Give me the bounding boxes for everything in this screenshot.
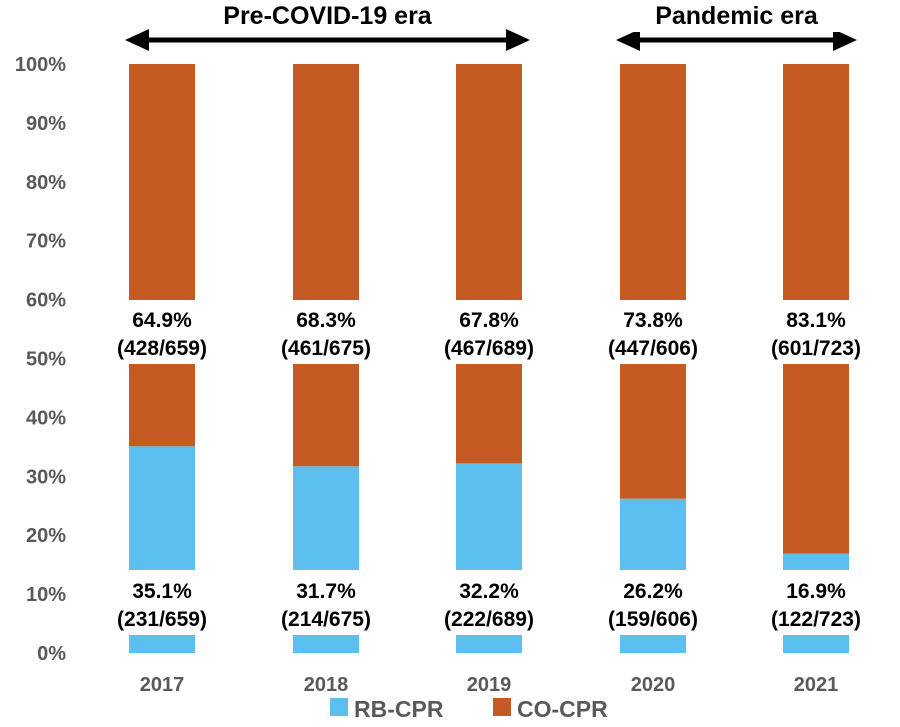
y-tick-label: 10% <box>26 584 66 606</box>
y-tick-label: 30% <box>26 466 66 488</box>
y-tick-label: 100% <box>15 54 66 76</box>
bar-co-cpr[interactable] <box>293 64 359 467</box>
bar-co-cpr[interactable] <box>129 64 195 447</box>
era-label: Pandemic era <box>655 2 819 30</box>
era-label: Pre-COVID-19 era <box>223 2 433 30</box>
y-tick-label: 70% <box>26 231 66 253</box>
era-arrow-head-left <box>616 29 640 51</box>
data-label-rb-cpr-count: (122/723) <box>771 608 861 631</box>
data-label-rb-cpr-percent: 26.2% <box>623 580 683 603</box>
era-arrow-head-right <box>506 29 530 51</box>
data-label-co-cpr-percent: 64.9% <box>132 309 192 332</box>
data-label-bg <box>736 300 896 364</box>
data-label-bg <box>246 570 406 635</box>
data-label-rb-cpr-percent: 32.2% <box>459 580 519 603</box>
y-tick-label: 90% <box>26 113 66 135</box>
data-label-co-cpr-count: (601/723) <box>771 337 861 360</box>
era-label-bg <box>197 0 458 32</box>
data-label-rb-cpr-percent: 16.9% <box>786 580 846 603</box>
y-tick-label: 0% <box>37 643 66 665</box>
legend-label-rb-cpr: RB-CPR <box>354 696 444 722</box>
data-label-co-cpr-percent: 67.8% <box>459 309 519 332</box>
data-label-co-cpr-percent: 73.8% <box>623 309 683 332</box>
x-tick-label: 2019 <box>467 674 512 696</box>
data-label-bg <box>82 300 242 364</box>
y-tick-label: 80% <box>26 172 66 194</box>
data-label-co-cpr-count: (467/689) <box>444 337 534 360</box>
bar-co-cpr[interactable] <box>456 64 522 464</box>
era-label-bg <box>606 0 867 32</box>
data-label-co-cpr-percent: 68.3% <box>296 309 356 332</box>
data-label-co-cpr-count: (461/675) <box>281 337 371 360</box>
data-label-co-cpr-percent: 83.1% <box>786 309 846 332</box>
data-label-bg <box>573 300 733 364</box>
data-label-rb-cpr-count: (214/675) <box>281 608 371 631</box>
data-label-rb-cpr-count: (222/689) <box>444 608 534 631</box>
y-tick-label: 60% <box>26 290 66 312</box>
data-label-rb-cpr-percent: 35.1% <box>132 580 192 603</box>
data-label-rb-cpr-percent: 31.7% <box>296 580 356 603</box>
legend-label-co-cpr: CO-CPR <box>517 696 608 722</box>
x-tick-label: 2020 <box>631 674 676 696</box>
data-label-co-cpr-count: (447/606) <box>608 337 698 360</box>
legend-swatch-co-cpr <box>493 698 511 716</box>
y-tick-label: 40% <box>26 407 66 429</box>
data-label-bg <box>82 570 242 635</box>
legend-swatch-rb-cpr <box>330 698 348 716</box>
data-label-rb-cpr-count: (159/606) <box>608 608 698 631</box>
data-label-co-cpr-count: (428/659) <box>117 337 207 360</box>
bar-co-cpr[interactable] <box>620 64 686 499</box>
y-tick-label: 50% <box>26 349 66 371</box>
data-label-bg <box>736 570 896 635</box>
data-label-bg <box>409 300 569 364</box>
era-arrow-head-right <box>833 29 857 51</box>
y-tick-label: 20% <box>26 525 66 547</box>
x-tick-label: 2021 <box>794 674 839 696</box>
x-tick-label: 2017 <box>140 674 185 696</box>
data-label-bg <box>573 570 733 635</box>
data-label-bg <box>246 300 406 364</box>
era-arrow-head-left <box>125 29 149 51</box>
data-label-bg <box>409 570 569 635</box>
x-tick-label: 2018 <box>304 674 349 696</box>
data-label-rb-cpr-count: (231/659) <box>117 608 207 631</box>
